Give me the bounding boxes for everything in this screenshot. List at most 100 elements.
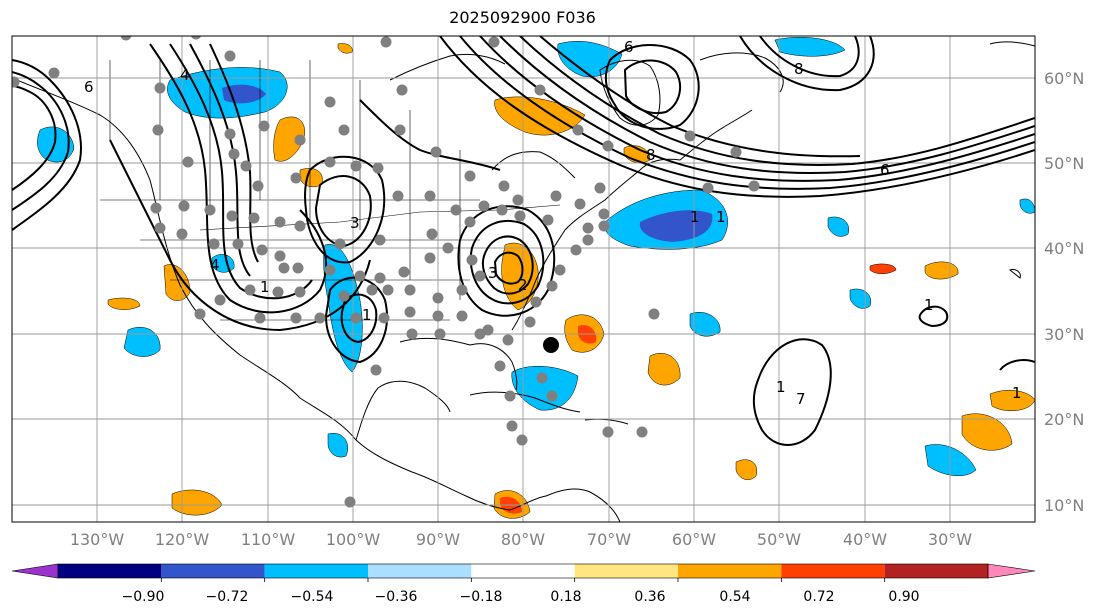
station-marker: [256, 244, 268, 256]
lon-label: 30°W: [928, 530, 972, 549]
contour-labels: 6 6 6 4 4 1 1 1 3 3 2 8 8 1 1 1 7 1: [84, 38, 1022, 408]
station-marker: [512, 194, 524, 206]
station-marker: [554, 264, 566, 276]
station-marker: [154, 82, 166, 94]
colorbar-tick-label: 0.36: [634, 589, 665, 605]
station-marker: [374, 234, 386, 246]
colorbar: [11, 563, 1036, 582]
lon-label: 110°W: [241, 530, 296, 549]
lat-label: 20°N: [1044, 410, 1084, 429]
station-marker: [546, 280, 558, 292]
station-marker: [570, 244, 582, 256]
pos-anomaly-region: [961, 413, 1013, 451]
neg-anomaly-region: [37, 126, 75, 163]
contour-label: 3: [350, 214, 360, 232]
colorbar-extend-high: [987, 563, 1036, 579]
station-marker: [338, 124, 350, 136]
station-marker: [478, 200, 490, 212]
station-marker: [252, 180, 264, 192]
station-marker: [366, 284, 378, 296]
longitude-labels: 130°W 120°W 110°W 100°W 90°W 80°W 70°W 6…: [70, 530, 972, 549]
station-marker: [290, 172, 302, 184]
station-marker: [294, 134, 306, 146]
station-marker: [370, 364, 382, 376]
station-marker: [372, 162, 384, 174]
colorbar-segment: [58, 564, 162, 578]
pos-anomaly-region: [869, 263, 897, 274]
station-marker: [228, 148, 240, 160]
station-marker: [404, 284, 416, 296]
station-marker: [466, 254, 478, 266]
lat-label: 10°N: [1044, 496, 1084, 515]
station-marker: [232, 238, 244, 250]
station-marker: [178, 200, 190, 212]
colorbar-frame: [57, 563, 989, 579]
station-marker: [334, 238, 346, 250]
contour-label: 6: [84, 78, 94, 96]
lon-label: 80°W: [501, 530, 545, 549]
neg-anomaly-region: [827, 216, 850, 237]
station-marker: [208, 238, 220, 250]
station-marker: [496, 204, 508, 216]
station-marker: [396, 84, 408, 96]
colorbar-tick-label: −0.18: [460, 589, 503, 605]
colorbar-tick-label: −0.90: [122, 589, 165, 605]
lat-label: 30°N: [1044, 325, 1084, 344]
neg-anomaly-region: [327, 432, 348, 458]
station-marker: [514, 210, 526, 222]
station-marker: [432, 310, 444, 322]
contour-label: 6: [880, 161, 890, 179]
station-marker: [182, 156, 194, 168]
station-marker: [378, 312, 390, 324]
colorbar-tick-label: −0.36: [375, 589, 418, 605]
contour-label: 1: [776, 378, 786, 396]
station-marker: [350, 312, 362, 324]
station-marker: [354, 270, 366, 282]
colorbar-segment: [368, 564, 472, 578]
station-marker: [430, 146, 442, 158]
station-marker: [464, 216, 476, 228]
colorbar-tick-label: 0.54: [719, 589, 750, 605]
colorbar-extend-low: [11, 563, 59, 579]
station-marker: [214, 294, 226, 306]
station-marker: [506, 420, 518, 432]
pos-anomaly-region: [273, 116, 305, 162]
latitude-labels: 60°N 50°N 40°N 30°N 20°N 10°N: [1044, 69, 1084, 515]
station-marker: [290, 312, 302, 324]
neg-anomaly-region: [849, 288, 872, 309]
station-markers: [12, 36, 760, 508]
station-marker: [530, 296, 542, 308]
station-marker: [12, 76, 20, 88]
station-marker: [398, 266, 410, 278]
station-marker: [550, 190, 562, 202]
contour-label: 1: [260, 278, 270, 296]
station-marker: [636, 426, 648, 438]
station-marker: [474, 270, 486, 282]
neg-anomaly-region: [924, 444, 977, 477]
storm-center-marker: [543, 337, 559, 353]
pos-anomaly-region: [337, 43, 353, 54]
station-marker: [488, 36, 500, 48]
station-marker: [424, 252, 436, 264]
station-marker: [338, 290, 350, 302]
pos-anomaly-region: [647, 353, 681, 386]
station-marker: [154, 222, 166, 234]
station-marker: [602, 140, 614, 152]
pos-anomaly-region: [735, 459, 758, 480]
station-marker: [314, 312, 326, 324]
station-marker: [498, 180, 510, 192]
lon-label: 120°W: [155, 530, 210, 549]
contour-label: 1: [924, 296, 934, 314]
station-marker: [274, 216, 286, 228]
colorbar-segment: [264, 564, 368, 578]
colorbar-tick-label: 0.18: [550, 589, 581, 605]
station-marker: [494, 360, 506, 372]
station-marker: [456, 284, 468, 296]
station-marker: [524, 316, 536, 328]
station-marker: [374, 272, 386, 284]
station-marker: [536, 372, 548, 384]
station-marker: [258, 120, 270, 132]
station-marker: [542, 214, 554, 226]
station-marker: [272, 286, 284, 298]
contour-label: 7: [796, 390, 806, 408]
